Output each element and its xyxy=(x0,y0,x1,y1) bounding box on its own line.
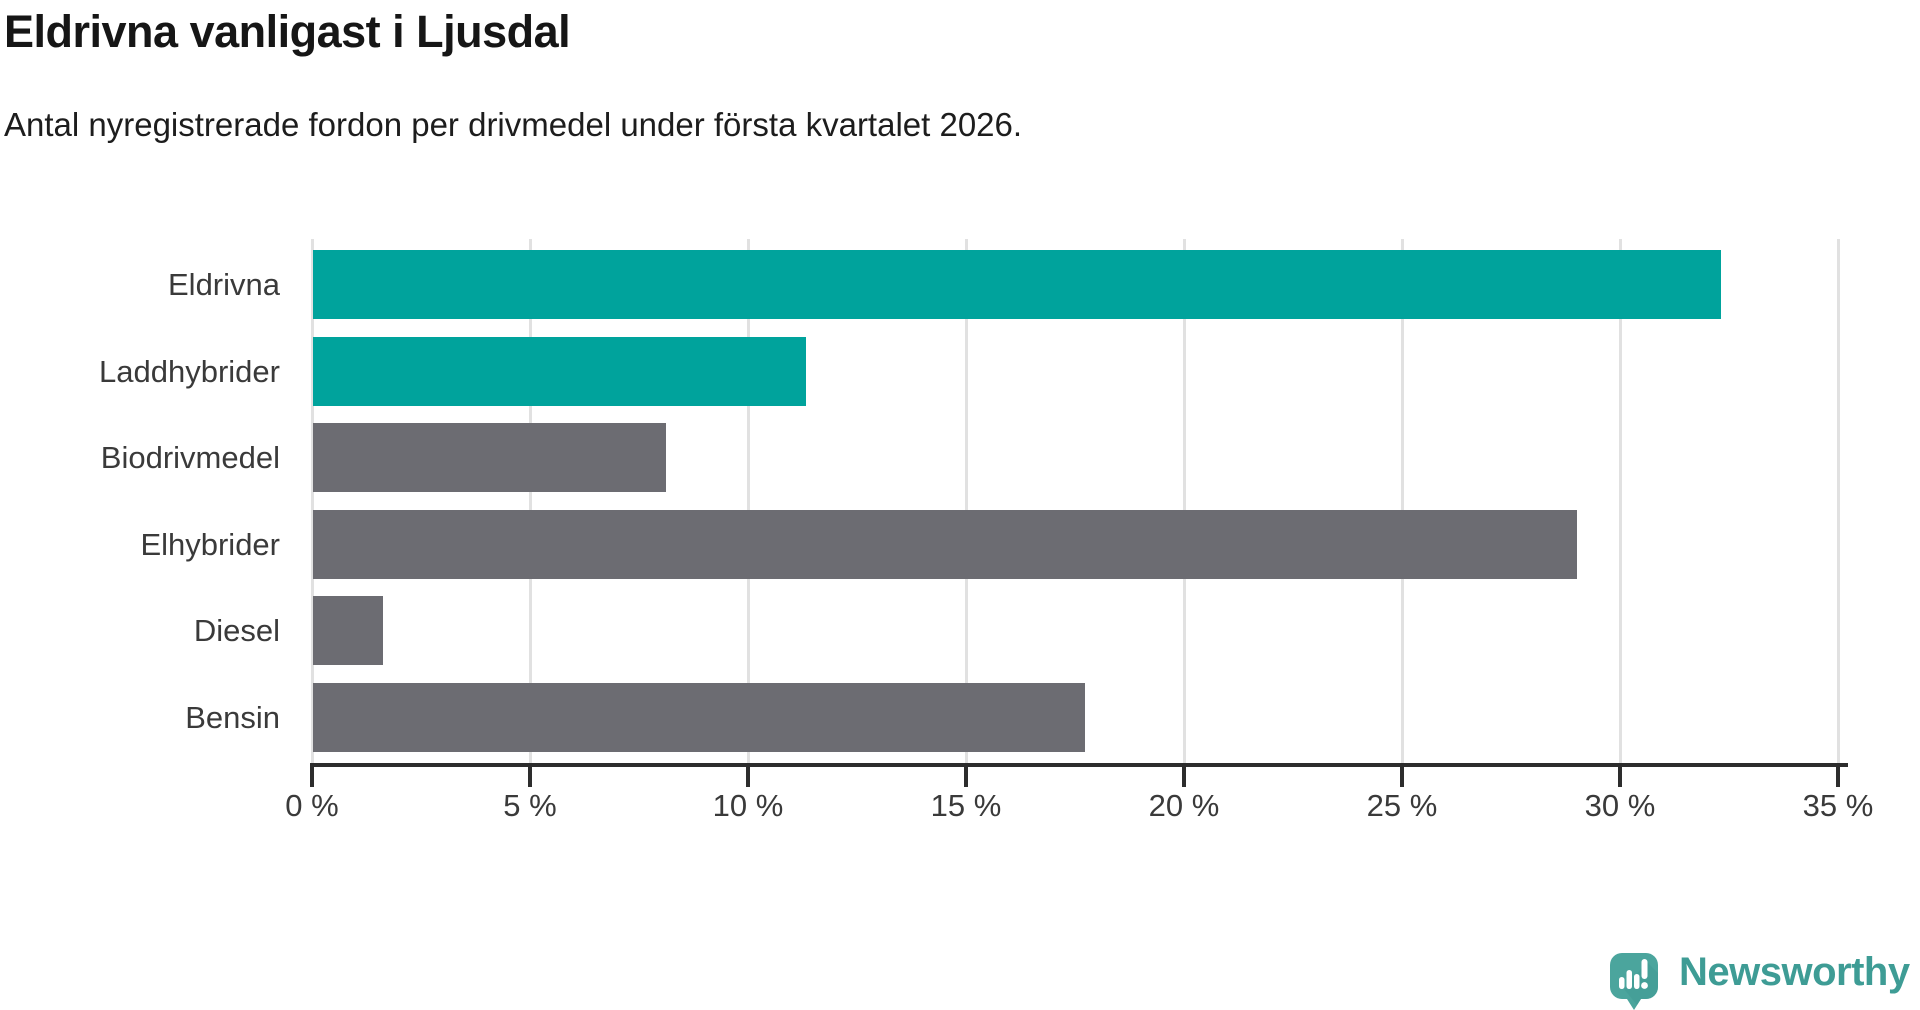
x-axis-tick xyxy=(746,763,750,787)
bar-elhybrider xyxy=(313,509,1578,579)
category-axis: Eldrivna Laddhybrider Biodrivmedel Elhybrid… xyxy=(0,239,296,763)
x-axis-tick xyxy=(1836,763,1840,787)
category-label: Biodrivmedel xyxy=(100,440,280,475)
category-label: Diesel xyxy=(193,613,280,648)
category-label: Eldrivna xyxy=(168,267,280,302)
bar-biodrivmedel xyxy=(313,423,667,492)
x-axis-line xyxy=(312,763,1848,767)
bar-laddhybrider xyxy=(313,336,806,406)
plot-area xyxy=(310,239,1840,763)
x-axis-tick xyxy=(1182,763,1186,787)
newsworthy-wordmark: Newsworthy xyxy=(1679,950,1910,994)
gridline xyxy=(1182,239,1186,763)
chart-title: Eldrivna vanligast i Ljusdal xyxy=(4,6,571,57)
x-axis-tick-label: 25 % xyxy=(1366,788,1438,823)
x-axis-tick-label: 5 % xyxy=(503,788,557,823)
x-axis-tick-label: 15 % xyxy=(930,788,1002,823)
gridline xyxy=(964,239,968,763)
x-axis-tick-label: 35 % xyxy=(1802,788,1874,823)
gridline xyxy=(310,239,314,763)
x-axis-tick xyxy=(1618,763,1622,787)
chart-subtitle: Antal nyregistrerade fordon per drivmede… xyxy=(4,106,1023,143)
x-axis-tick-label: 20 % xyxy=(1148,788,1220,823)
x-axis-tick xyxy=(310,763,314,787)
x-axis-tick-label: 10 % xyxy=(712,788,784,823)
category-label: Bensin xyxy=(185,699,280,735)
gridline xyxy=(1400,239,1404,763)
x-axis-tick xyxy=(528,763,532,787)
newsworthy-bubble-chart-icon xyxy=(1610,953,1658,1010)
gridline xyxy=(746,239,750,763)
category-label: Elhybrider xyxy=(140,526,280,562)
x-axis-tick xyxy=(964,763,968,787)
gridline xyxy=(1618,239,1622,763)
category-label: Laddhybrider xyxy=(99,353,280,389)
x-axis-tick-label: 0 % xyxy=(285,788,339,823)
x-axis-tick xyxy=(1400,763,1404,787)
gridline xyxy=(1836,239,1840,763)
gridline xyxy=(528,239,532,763)
x-axis-tick-label: 30 % xyxy=(1584,788,1656,823)
bar-eldrivna xyxy=(313,250,1722,319)
bar-diesel xyxy=(313,596,383,665)
newsworthy-logo: Newsworthy xyxy=(1610,950,1910,1010)
bar-bensin xyxy=(313,682,1085,752)
